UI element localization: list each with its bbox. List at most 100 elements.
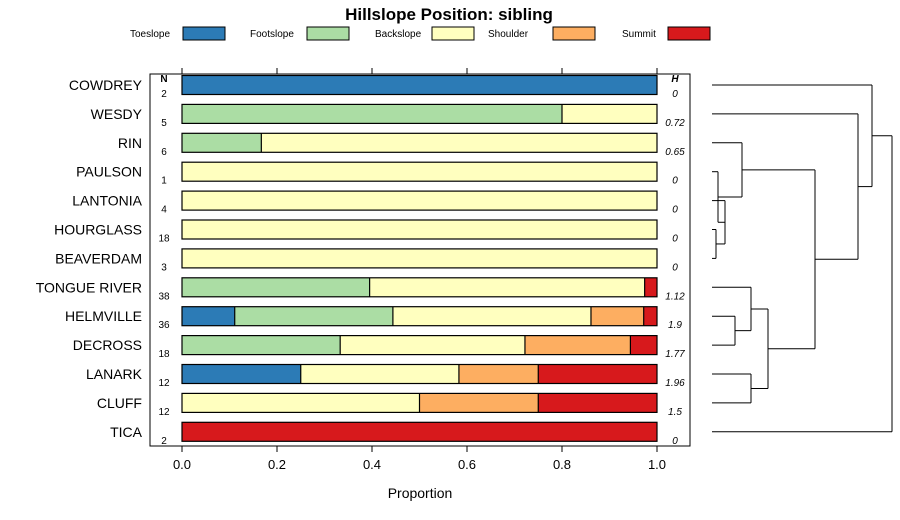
h-value-decross: 1.77 bbox=[665, 349, 685, 360]
bar-outline-hourglass bbox=[181, 219, 658, 240]
n-value-cowdrey: 2 bbox=[161, 89, 167, 100]
n-value-decross: 18 bbox=[158, 349, 170, 360]
legend-swatch-footslope bbox=[306, 26, 350, 41]
h-value-hourglass: 0 bbox=[672, 234, 678, 245]
x-tick-label: 0.6 bbox=[458, 457, 476, 472]
n-value-beaverdam: 3 bbox=[161, 262, 167, 273]
x-tick-label: 0.2 bbox=[268, 457, 286, 472]
category-label-lantonia: LANTONIA bbox=[72, 193, 142, 209]
x-tick-label: 0.0 bbox=[173, 457, 191, 472]
h-value-lantonia: 0 bbox=[672, 205, 678, 216]
h-value-tongue-river: 1.12 bbox=[665, 291, 685, 302]
bar-outline-beaverdam bbox=[181, 248, 658, 269]
category-label-beaverdam: BEAVERDAM bbox=[55, 250, 142, 266]
n-value-lantonia: 4 bbox=[161, 205, 167, 216]
bar-segment-lantonia-backslope bbox=[182, 191, 657, 211]
bar-segment-lanark-summit bbox=[538, 364, 657, 384]
legend-swatch-shoulder bbox=[552, 26, 596, 41]
category-label-cowdrey: COWDREY bbox=[69, 77, 143, 93]
h-value-wesdy: 0.72 bbox=[665, 118, 685, 129]
x-axis-title: Proportion bbox=[388, 485, 453, 501]
category-label-cluff: CLUFF bbox=[97, 395, 142, 411]
bar-segment-paulson-backslope bbox=[182, 162, 657, 182]
bar-outline-rin bbox=[181, 132, 658, 153]
bar-segment-helmville-backslope bbox=[392, 306, 591, 326]
bar-segment-tongue-river-backslope bbox=[369, 277, 645, 297]
category-label-helmville: HELMVILLE bbox=[65, 308, 142, 324]
x-tick-label: 1.0 bbox=[648, 457, 666, 472]
bar-segment-wesdy-backslope bbox=[562, 104, 657, 124]
bar-segment-cluff-shoulder bbox=[419, 393, 539, 413]
bar-outline-helmville bbox=[181, 306, 658, 327]
x-tick-label: 0.4 bbox=[363, 457, 381, 472]
n-value-helmville: 36 bbox=[158, 320, 170, 331]
n-value-hourglass: 18 bbox=[158, 234, 170, 245]
n-value-wesdy: 5 bbox=[161, 118, 167, 129]
n-value-rin: 6 bbox=[161, 147, 167, 158]
category-label-decross: DECROSS bbox=[73, 337, 142, 353]
legend-label-backslope: Backslope bbox=[375, 29, 422, 40]
bar-outline-cluff bbox=[181, 392, 658, 413]
category-label-tica: TICA bbox=[110, 424, 143, 440]
bar-segment-lanark-backslope bbox=[300, 364, 459, 384]
h-value-helmville: 1.9 bbox=[668, 320, 682, 331]
category-label-hourglass: HOURGLASS bbox=[54, 222, 142, 238]
n-value-tica: 2 bbox=[161, 436, 167, 447]
x-axis: 0.0 0.2 0.4 0.6 0.8 1.0 bbox=[173, 446, 666, 472]
bar-outline-paulson bbox=[181, 161, 658, 182]
bar-segment-cluff-summit bbox=[538, 393, 657, 413]
n-value-cluff: 12 bbox=[158, 407, 170, 418]
category-label-wesdy: WESDY bbox=[91, 106, 143, 122]
legend-label-footslope: Footslope bbox=[250, 29, 294, 40]
h-value-cowdrey: 0 bbox=[672, 89, 678, 100]
bar-outline-lantonia bbox=[181, 190, 658, 211]
legend-swatch-summit bbox=[667, 26, 711, 41]
bar-segment-rin-footslope bbox=[182, 133, 262, 153]
x-tick-label: 0.8 bbox=[553, 457, 571, 472]
bars-group bbox=[181, 74, 658, 442]
chart-title: Hillslope Position: sibling bbox=[345, 5, 553, 24]
bar-segment-tica-summit bbox=[182, 422, 657, 442]
n-value-paulson: 1 bbox=[161, 176, 167, 187]
legend-label-summit: Summit bbox=[622, 29, 656, 40]
plot-panel bbox=[149, 73, 691, 447]
n-value-lanark: 12 bbox=[158, 378, 170, 389]
h-value-rin: 0.65 bbox=[665, 147, 685, 158]
h-value-paulson: 0 bbox=[672, 176, 678, 187]
bar-segment-tongue-river-footslope bbox=[182, 277, 370, 297]
category-label-rin: RIN bbox=[118, 135, 142, 151]
legend: Toeslope Footslope Backslope Shoulder Summit bbox=[130, 26, 711, 41]
bar-segment-helmville-toeslope bbox=[182, 306, 235, 326]
category-label-paulson: PAULSON bbox=[76, 164, 142, 180]
legend-swatch-backslope bbox=[431, 26, 475, 41]
h-value-lanark: 1.96 bbox=[665, 378, 685, 389]
bar-segment-cluff-backslope bbox=[182, 393, 420, 413]
bar-outline-wesdy bbox=[181, 103, 658, 125]
dendrogram bbox=[712, 84, 893, 433]
legend-label-toeslope: Toeslope bbox=[130, 29, 170, 40]
bar-segment-decross-backslope bbox=[340, 335, 525, 355]
bar-segment-beaverdam-backslope bbox=[182, 248, 657, 268]
bar-segment-decross-summit bbox=[630, 335, 657, 355]
n-value-tongue-river: 38 bbox=[158, 291, 170, 302]
n-column-header: N bbox=[160, 74, 167, 85]
bar-outline-decross bbox=[181, 335, 658, 356]
category-label-lanark: LANARK bbox=[86, 366, 143, 382]
bar-segment-wesdy-footslope bbox=[182, 104, 562, 124]
category-label-tongue-river: TONGUE RIVER bbox=[36, 279, 142, 295]
category-labels: COWDREY 2 0 WESDY 5 0.72 RIN 6 0.65 PAULSON 1 0 LANT… bbox=[36, 77, 685, 447]
bar-segment-helmville-footslope bbox=[234, 306, 393, 326]
bar-segment-tongue-river-summit bbox=[644, 277, 657, 297]
bar-segment-hourglass-backslope bbox=[182, 220, 657, 239]
h-value-cluff: 1.5 bbox=[668, 407, 682, 418]
legend-swatch-toeslope bbox=[182, 26, 226, 41]
bar-segment-rin-backslope bbox=[261, 133, 657, 153]
top-axis-ticks bbox=[181, 68, 658, 74]
h-value-beaverdam: 0 bbox=[672, 262, 678, 273]
bar-outline-tongue-river bbox=[181, 277, 658, 298]
bar-outline-tica bbox=[181, 421, 658, 442]
bar-segment-decross-shoulder bbox=[524, 335, 631, 355]
bar-outline-cowdrey bbox=[181, 74, 658, 96]
bar-segment-helmville-shoulder bbox=[590, 306, 644, 326]
